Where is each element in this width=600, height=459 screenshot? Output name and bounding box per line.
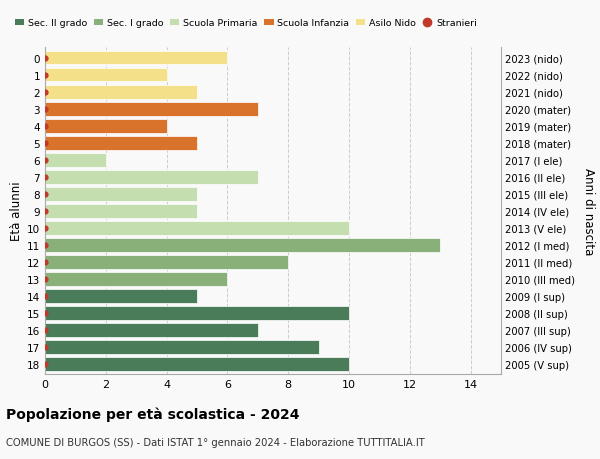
Bar [45, 102, 258, 116]
Text: COMUNE DI BURGOS (SS) - Dati ISTAT 1° gennaio 2024 - Elaborazione TUTTITALIA.IT: COMUNE DI BURGOS (SS) - Dati ISTAT 1° ge… [6, 437, 425, 447]
Bar [45, 357, 349, 371]
Bar [45, 255, 288, 269]
Y-axis label: Anni di nascita: Anni di nascita [582, 168, 595, 255]
Bar [45, 306, 349, 320]
Bar [45, 136, 197, 150]
Y-axis label: Età alunni: Età alunni [10, 181, 23, 241]
Bar [45, 221, 349, 235]
Bar [45, 187, 197, 201]
Bar [45, 119, 167, 133]
Bar [45, 153, 106, 167]
Bar [45, 272, 227, 286]
Bar [45, 204, 197, 218]
Bar [45, 238, 440, 252]
Bar [45, 170, 258, 184]
Text: Popolazione per età scolastica - 2024: Popolazione per età scolastica - 2024 [6, 406, 299, 421]
Bar [45, 289, 197, 303]
Bar [45, 323, 258, 337]
Bar [45, 51, 227, 65]
Bar [45, 340, 319, 354]
Bar [45, 85, 197, 99]
Bar [45, 68, 167, 82]
Legend: Sec. II grado, Sec. I grado, Scuola Primaria, Scuola Infanzia, Asilo Nido, Stran: Sec. II grado, Sec. I grado, Scuola Prim… [11, 16, 481, 32]
